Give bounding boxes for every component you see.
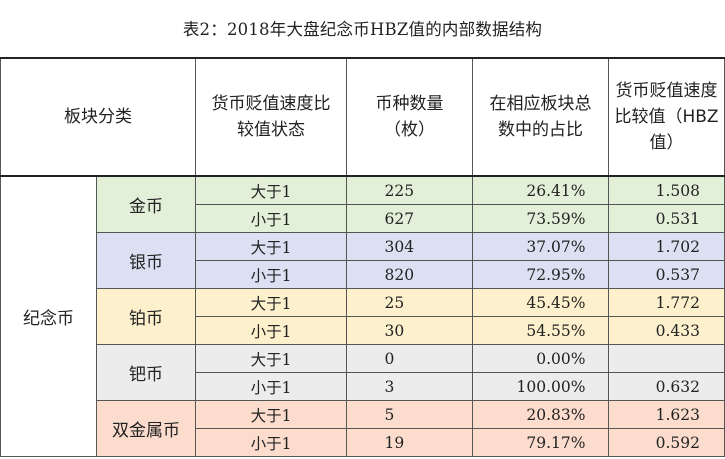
status-cell: 大于1: [195, 288, 347, 317]
count-value: 3: [384, 377, 395, 396]
share-value: 26.41%: [526, 181, 586, 200]
table-row: 小于1 30 54.55% 0.433: [1, 316, 725, 345]
status-cell: 小于1: [195, 372, 347, 401]
header-category: 板块分类: [0, 57, 196, 177]
table-row: 双金属币 大于1 5 20.83% 1.623: [1, 400, 725, 457]
hbz-cell: 1.623: [608, 400, 725, 429]
table-row: 小于1 820 72.95% 0.537: [1, 260, 725, 289]
hbz-cell: 0.531: [608, 204, 725, 233]
table-row: 纪念币 金币 大于1 225 26.41% 1.508: [0, 175, 725, 457]
count-cell: 627: [346, 204, 473, 233]
hbz-cell: 0.537: [608, 260, 725, 289]
table-row: 钯币 大于1 0 0.00%: [1, 344, 725, 401]
count-cell: 304: [346, 232, 473, 261]
share-cell: 0.00%: [472, 344, 609, 373]
count-cell: 30: [346, 316, 473, 345]
hbz-cell: 0.433: [608, 316, 725, 345]
share-value: 79.17%: [526, 433, 586, 452]
hbz-cell: 1.702: [608, 232, 725, 261]
share-value: 73.59%: [526, 209, 586, 228]
count-value: 30: [384, 321, 405, 340]
header-hbz: 货币贬值速度比较值（HBZ值）: [608, 57, 725, 177]
status-cell: 小于1: [195, 260, 347, 289]
share-cell: 72.95%: [472, 260, 609, 289]
count-cell: 820: [346, 260, 473, 289]
header-count: 币种数量（枚）: [346, 57, 473, 177]
share-cell: 100.00%: [472, 372, 609, 401]
table-row: 小于1 3 100.00% 0.632: [1, 372, 725, 401]
count-value: 304: [384, 237, 415, 256]
count-value: 627: [384, 209, 415, 228]
count-value: 25: [384, 293, 405, 312]
share-cell: 79.17%: [472, 428, 609, 457]
count-value: 820: [384, 265, 415, 284]
header-share: 在相应板块总数中的占比: [472, 57, 609, 177]
count-cell: 5: [346, 400, 473, 429]
hbz-cell: 1.772: [608, 288, 725, 317]
sub-category-platinum: 铂币: [96, 288, 196, 345]
sub-category-bimetal: 双金属币: [96, 400, 196, 457]
share-cell: 45.45%: [472, 288, 609, 317]
count-cell: 19: [346, 428, 473, 457]
count-value: 0: [384, 349, 395, 368]
header-row: 板块分类 货币贬值速度比较值状态 币种数量（枚） 在相应板块总数中的占比 货币贬…: [0, 57, 725, 177]
count-value: 5: [384, 405, 395, 424]
count-cell: 0: [346, 344, 473, 373]
table-row: 小于1 627 73.59% 0.531: [1, 204, 725, 233]
count-value: 19: [384, 433, 405, 452]
share-value: 0.00%: [536, 349, 586, 368]
status-cell: 小于1: [195, 316, 347, 345]
table-row: 小于1 19 79.17% 0.592: [1, 428, 725, 457]
share-value: 37.07%: [526, 237, 586, 256]
status-cell: 大于1: [195, 344, 347, 373]
count-value: 225: [384, 181, 415, 200]
share-cell: 37.07%: [472, 232, 609, 261]
share-value: 20.83%: [526, 405, 586, 424]
hbz-data-table: 板块分类 货币贬值速度比较值状态 币种数量（枚） 在相应板块总数中的占比 货币贬…: [0, 57, 725, 457]
share-cell: 20.83%: [472, 400, 609, 429]
hbz-cell: [608, 344, 725, 373]
status-cell: 大于1: [195, 175, 347, 205]
share-value: 54.55%: [526, 321, 586, 340]
share-cell: 73.59%: [472, 204, 609, 233]
hbz-cell: 0.592: [608, 428, 725, 457]
share-value: 100.00%: [516, 377, 586, 396]
sub-category-gold: 金币: [96, 175, 196, 233]
share-value: 45.45%: [526, 293, 586, 312]
status-cell: 小于1: [195, 428, 347, 457]
count-cell: 25: [346, 288, 473, 317]
status-cell: 大于1: [195, 232, 347, 261]
hbz-cell: 0.632: [608, 372, 725, 401]
count-cell: 3: [346, 372, 473, 401]
share-value: 72.95%: [526, 265, 586, 284]
table-row: 铂币 大于1 25 45.45% 1.772: [1, 288, 725, 345]
main-category-cell: 纪念币: [0, 175, 97, 457]
sub-category-silver: 银币: [96, 232, 196, 289]
status-cell: 大于1: [195, 400, 347, 429]
status-cell: 小于1: [195, 204, 347, 233]
hbz-cell: 1.508: [608, 175, 725, 205]
table-caption: 表2：2018年大盘纪念币HBZ值的内部数据结构: [182, 20, 543, 39]
count-cell: 225: [346, 175, 473, 205]
header-status: 货币贬值速度比较值状态: [195, 57, 347, 177]
share-cell: 54.55%: [472, 316, 609, 345]
sub-category-palladium: 钯币: [96, 344, 196, 401]
share-cell: 26.41%: [472, 175, 609, 205]
table-row: 银币 大于1 304 37.07% 1.702: [1, 232, 725, 289]
